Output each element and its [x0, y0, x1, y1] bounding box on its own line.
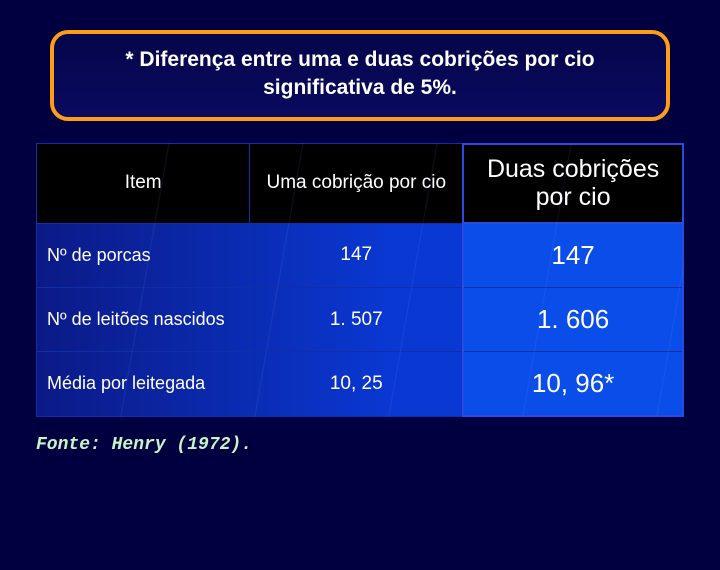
table-row: Média por leitegada 10, 25 10, 96*	[37, 352, 684, 417]
title-box: * Diferença entre uma e duas cobrições p…	[50, 30, 670, 121]
data-table: Item Uma cobrição por cio Duas cobrições…	[36, 143, 684, 418]
data-table-wrap: Item Uma cobrição por cio Duas cobrições…	[36, 143, 684, 418]
table-row: Nº de leitões nascidos 1. 507 1. 606	[37, 288, 684, 352]
header-single: Uma cobrição por cio	[250, 144, 463, 224]
source-text: Fonte: Henry (1972).	[36, 435, 684, 455]
row-label: Nº de porcas	[37, 223, 250, 288]
row-value-mid: 1. 507	[250, 288, 463, 352]
table-row: Nº de porcas 147 147	[37, 223, 684, 288]
header-item: Item	[37, 144, 250, 224]
header-double: Duas cobrições por cio	[463, 144, 683, 224]
row-value-right: 1. 606	[463, 288, 683, 352]
row-value-mid: 10, 25	[250, 352, 463, 417]
row-label: Nº de leitões nascidos	[37, 288, 250, 352]
title-text: * Diferença entre uma e duas cobrições p…	[74, 46, 646, 103]
row-label: Média por leitegada	[37, 352, 250, 417]
row-value-right: 147	[463, 223, 683, 288]
table-header-row: Item Uma cobrição por cio Duas cobrições…	[37, 144, 684, 224]
row-value-right: 10, 96*	[463, 352, 683, 417]
row-value-mid: 147	[250, 223, 463, 288]
